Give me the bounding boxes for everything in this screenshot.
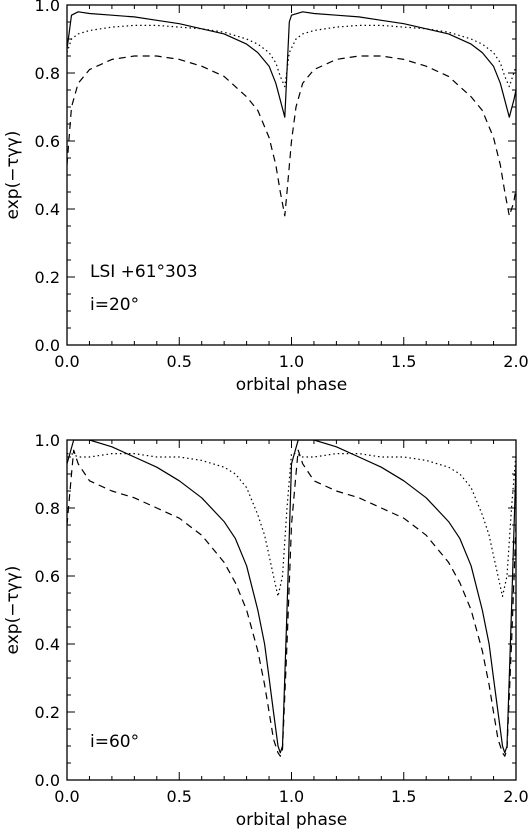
y-tick-label: 0.6 <box>35 132 60 151</box>
x-tick-label: 0.0 <box>54 352 79 371</box>
x-tick-label: 1.0 <box>279 352 304 371</box>
annotation-label: i=20° <box>90 295 139 315</box>
y-tick-label: 0.4 <box>35 200 60 219</box>
x-tick-label: 2.0 <box>503 787 528 806</box>
chart-panel-2: 0.0 0.5 1.0 1.5 2.0 0.0 0.2 0.4 0.6 0.8 1.0 orbital… <box>3 431 529 830</box>
x-tick-label: 1.5 <box>391 352 416 371</box>
y-tick-label: 0.0 <box>35 336 60 355</box>
y-tick-label: 0.8 <box>35 499 60 518</box>
y-tick-label: 1.0 <box>35 0 60 15</box>
x-tick-label: 1.5 <box>391 787 416 806</box>
plot-frame <box>66 439 517 781</box>
y-tick-label: 0.0 <box>35 771 60 790</box>
annotation-label: i=60° <box>90 732 139 752</box>
x-tick-label: 0.5 <box>167 787 192 806</box>
y-tick-label: 0.2 <box>35 268 60 287</box>
x-tick-label: 1.0 <box>279 787 304 806</box>
series-line-dashed <box>67 55 516 217</box>
x-tick-label: 2.0 <box>503 352 528 371</box>
x-tick-label: 0.5 <box>167 352 192 371</box>
series-line-dotted <box>67 24 516 88</box>
y-tick-label: 1.0 <box>35 431 60 450</box>
y-axis-title: exp(−τγγ) <box>3 566 23 655</box>
x-axis-title: orbital phase <box>236 375 347 395</box>
x-tick-label: 0.0 <box>54 787 79 806</box>
y-tick-label: 0.6 <box>35 567 60 586</box>
x-axis-title: orbital phase <box>236 810 347 830</box>
y-tick-label: 0.4 <box>35 635 60 654</box>
series-line-solid <box>67 440 516 754</box>
chart-panel-1: 0.0 0.5 1.0 1.5 2.0 0.0 0.2 0.4 0.6 0.8 1.0 orbital… <box>3 0 529 395</box>
series-line-solid <box>67 11 516 118</box>
y-axis-title: exp(−τγγ) <box>3 131 23 220</box>
y-tick-label: 0.2 <box>35 703 60 722</box>
annotation-label: LSI +61°303 <box>90 262 198 282</box>
y-tick-label: 0.8 <box>35 64 60 83</box>
series-line-dashed <box>67 449 516 757</box>
